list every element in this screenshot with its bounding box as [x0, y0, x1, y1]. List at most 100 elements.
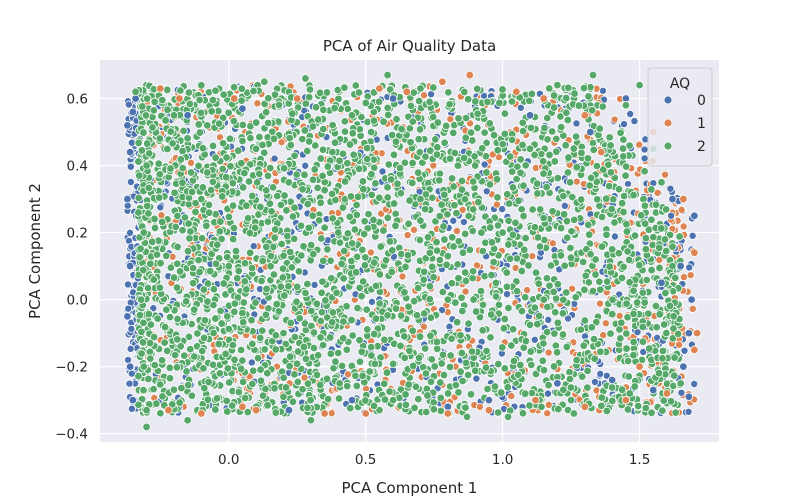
data-point-aq-2 — [334, 228, 343, 237]
data-point-aq-0 — [553, 379, 562, 388]
data-point-aq-0 — [128, 107, 138, 117]
legend-marker-0 — [663, 95, 673, 105]
data-point-aq-2 — [443, 295, 453, 304]
data-point-aq-1 — [635, 362, 644, 371]
legend-label-1: 1 — [697, 116, 706, 132]
data-point-aq-2 — [301, 74, 310, 83]
data-point-aq-2 — [306, 416, 316, 425]
data-point-aq-2 — [503, 412, 513, 422]
y-tick-label: −0.4 — [55, 427, 88, 443]
data-point-aq-2 — [142, 161, 151, 170]
data-point-aq-1 — [539, 94, 548, 103]
data-point-aq-1 — [375, 84, 384, 93]
data-point-aq-0 — [525, 111, 535, 120]
data-point-aq-2 — [139, 228, 149, 237]
data-point-aq-0 — [690, 211, 699, 221]
data-point-aq-1 — [238, 402, 247, 412]
y-tick-labels: −0.4 −0.2 0.0 0.2 0.4 0.6 — [55, 92, 88, 443]
data-point-aq-2 — [183, 416, 192, 425]
data-point-aq-1 — [597, 147, 606, 157]
data-point-aq-2 — [676, 379, 685, 388]
data-point-aq-1 — [293, 94, 302, 103]
data-point-aq-0 — [668, 194, 677, 204]
legend-label-2: 2 — [697, 139, 706, 155]
data-point-aq-0 — [684, 328, 694, 338]
data-point-aq-2 — [139, 362, 149, 371]
data-point-aq-0 — [347, 395, 357, 405]
data-point-aq-2 — [607, 245, 617, 254]
data-point-aq-2 — [366, 127, 376, 137]
data-point-aq-2 — [657, 178, 666, 187]
data-point-aq-2 — [388, 395, 398, 405]
x-axis-title: PCA Component 1 — [342, 479, 478, 497]
data-point-aq-2 — [197, 194, 206, 204]
legend-marker-1 — [663, 118, 673, 128]
data-point-aq-2 — [260, 77, 269, 86]
data-point-aq-0 — [125, 147, 135, 157]
legend-marker-2 — [663, 141, 673, 151]
data-point-aq-0 — [238, 104, 247, 113]
data-point-aq-2 — [224, 261, 233, 271]
data-point-aq-2 — [142, 422, 151, 432]
x-tick-label: 0.5 — [355, 452, 376, 468]
data-point-aq-2 — [539, 295, 548, 304]
y-tick-label: 0.6 — [67, 92, 88, 108]
data-point-aq-1 — [465, 70, 474, 80]
data-point-aq-2 — [553, 80, 562, 90]
data-point-aq-2 — [416, 194, 425, 204]
data-point-aq-1 — [230, 94, 239, 103]
data-point-aq-1 — [251, 405, 261, 415]
data-point-aq-0 — [484, 395, 494, 405]
x-tick-label: 1.5 — [629, 452, 650, 468]
legend: AQ 0 1 2 — [647, 67, 713, 167]
data-point-aq-1 — [438, 77, 447, 86]
data-point-aq-2 — [588, 70, 598, 80]
data-point-aq-1 — [443, 409, 453, 418]
data-point-aq-2 — [471, 161, 480, 170]
data-point-aq-0 — [649, 385, 658, 395]
data-point-aq-1 — [197, 409, 206, 418]
data-point-aq-2 — [498, 228, 507, 237]
data-point-aq-0 — [128, 395, 138, 405]
y-tick-label: −0.2 — [55, 360, 88, 376]
data-point-aq-1 — [164, 405, 173, 415]
data-point-aq-0 — [657, 278, 666, 288]
data-point-aq-2 — [621, 101, 631, 110]
x-tick-labels: 0.0 0.5 1.0 1.5 — [218, 452, 650, 468]
data-point-aq-1 — [679, 194, 688, 204]
x-tick-label: 0.0 — [218, 452, 239, 468]
data-point-aq-2 — [142, 405, 151, 415]
data-point-aq-2 — [136, 295, 146, 304]
data-point-aq-0 — [123, 194, 132, 204]
data-point-aq-2 — [251, 144, 261, 153]
data-point-aq-1 — [690, 345, 699, 355]
data-point-aq-2 — [383, 70, 392, 80]
points — [123, 70, 702, 432]
legend-label-0: 0 — [697, 93, 706, 109]
data-point-aq-0 — [687, 295, 696, 304]
data-point-aq-1 — [156, 84, 165, 93]
data-point-aq-0 — [586, 127, 595, 137]
data-point-aq-0 — [684, 392, 694, 401]
y-tick-label: 0.4 — [67, 159, 88, 175]
data-point-aq-0 — [123, 121, 132, 130]
data-point-aq-2 — [462, 412, 472, 422]
data-point-aq-1 — [692, 328, 702, 338]
chart-title: PCA of Air Quality Data — [323, 37, 496, 55]
data-point-aq-0 — [679, 362, 688, 371]
data-point-aq-0 — [676, 261, 685, 271]
data-point-aq-2 — [635, 80, 644, 90]
data-point-aq-1 — [531, 395, 540, 405]
data-point-aq-1 — [484, 405, 494, 415]
data-point-aq-0 — [183, 111, 192, 120]
data-point-aq-0 — [125, 362, 135, 371]
data-point-aq-1 — [361, 409, 370, 418]
data-point-aq-1 — [662, 389, 672, 398]
legend-box — [647, 67, 713, 167]
y-axis-title: PCA Component 2 — [26, 183, 44, 319]
legend-title: AQ — [670, 76, 690, 92]
x-tick-label: 1.0 — [492, 452, 513, 468]
data-point-aq-1 — [512, 87, 521, 97]
data-point-aq-2 — [566, 395, 576, 405]
